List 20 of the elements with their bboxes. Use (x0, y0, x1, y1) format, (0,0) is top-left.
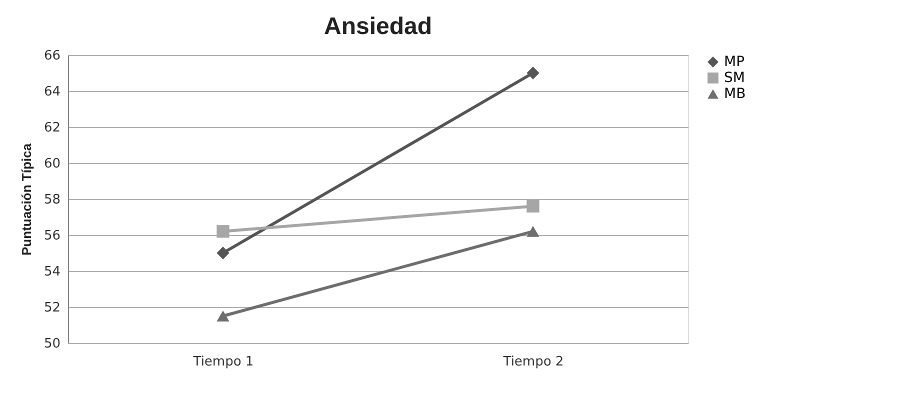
y-tick-label: 58 (44, 192, 60, 208)
x-tick-label: Tiempo 1 (192, 354, 254, 370)
x-tick-label: Tiempo 2 (502, 354, 564, 370)
y-axis-title: Puntuación Típica (18, 142, 34, 256)
y-tick-label: 52 (44, 300, 60, 316)
legend-label: SM (724, 70, 745, 86)
point (216, 225, 230, 238)
y-tick-label: 66 (44, 48, 60, 64)
point (526, 66, 540, 80)
legend-label: MP (724, 54, 745, 70)
y-tick-label: 56 (44, 228, 60, 244)
y-tick-label: 60 (44, 156, 60, 172)
legend-label: MB (724, 86, 746, 102)
chart-title: Ansiedad (324, 13, 432, 40)
y-tick-label: 64 (44, 84, 60, 100)
y-tick-label: 62 (44, 120, 60, 136)
y-tick-label: 50 (44, 336, 60, 352)
y-tick-label: 54 (44, 264, 60, 280)
point (526, 200, 540, 213)
point (216, 246, 230, 260)
